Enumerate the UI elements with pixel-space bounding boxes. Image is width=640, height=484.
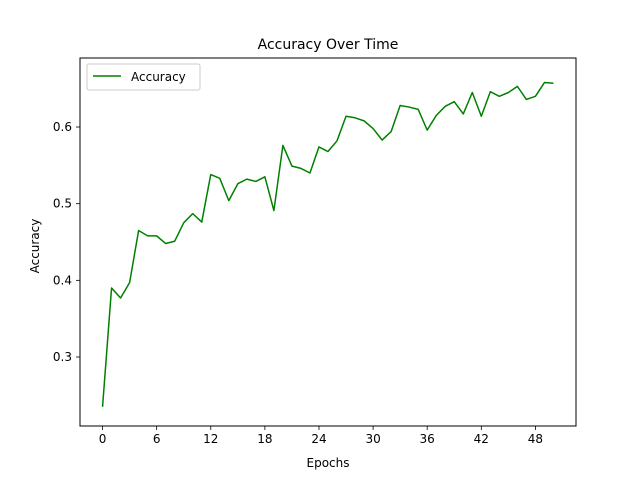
x-tick-label: 36 bbox=[420, 432, 435, 446]
legend: Accuracy bbox=[86, 63, 201, 91]
x-tick-label: 48 bbox=[528, 432, 543, 446]
x-axis-ticks: 0 6 12 18 24 30 36 42 48 bbox=[99, 426, 543, 446]
x-tick-label: 42 bbox=[474, 432, 489, 446]
x-axis-label: Epochs bbox=[307, 456, 350, 470]
legend-box bbox=[86, 63, 201, 91]
x-tick-label: 12 bbox=[203, 432, 218, 446]
x-tick-label: 18 bbox=[257, 432, 272, 446]
y-tick-label: 0.4 bbox=[53, 273, 72, 287]
chart-title: Accuracy Over Time bbox=[258, 37, 399, 53]
y-axis-label: Accuracy bbox=[28, 219, 42, 274]
x-tick-label: 6 bbox=[153, 432, 161, 446]
x-tick-label: 30 bbox=[365, 432, 380, 446]
y-tick-label: 0.5 bbox=[53, 197, 72, 211]
x-tick-label: 0 bbox=[99, 432, 107, 446]
y-axis-ticks: 0.3 0.4 0.5 0.6 bbox=[53, 120, 80, 364]
series-layer bbox=[101, 81, 554, 407]
legend-label-accuracy: Accuracy bbox=[131, 70, 186, 84]
plot-frame bbox=[79, 57, 577, 427]
series-line-accuracy bbox=[101, 81, 554, 407]
y-tick-label: 0.6 bbox=[53, 120, 72, 134]
plot-area bbox=[79, 57, 577, 427]
x-tick-label: 24 bbox=[311, 432, 326, 446]
y-tick-label: 0.3 bbox=[53, 350, 72, 364]
